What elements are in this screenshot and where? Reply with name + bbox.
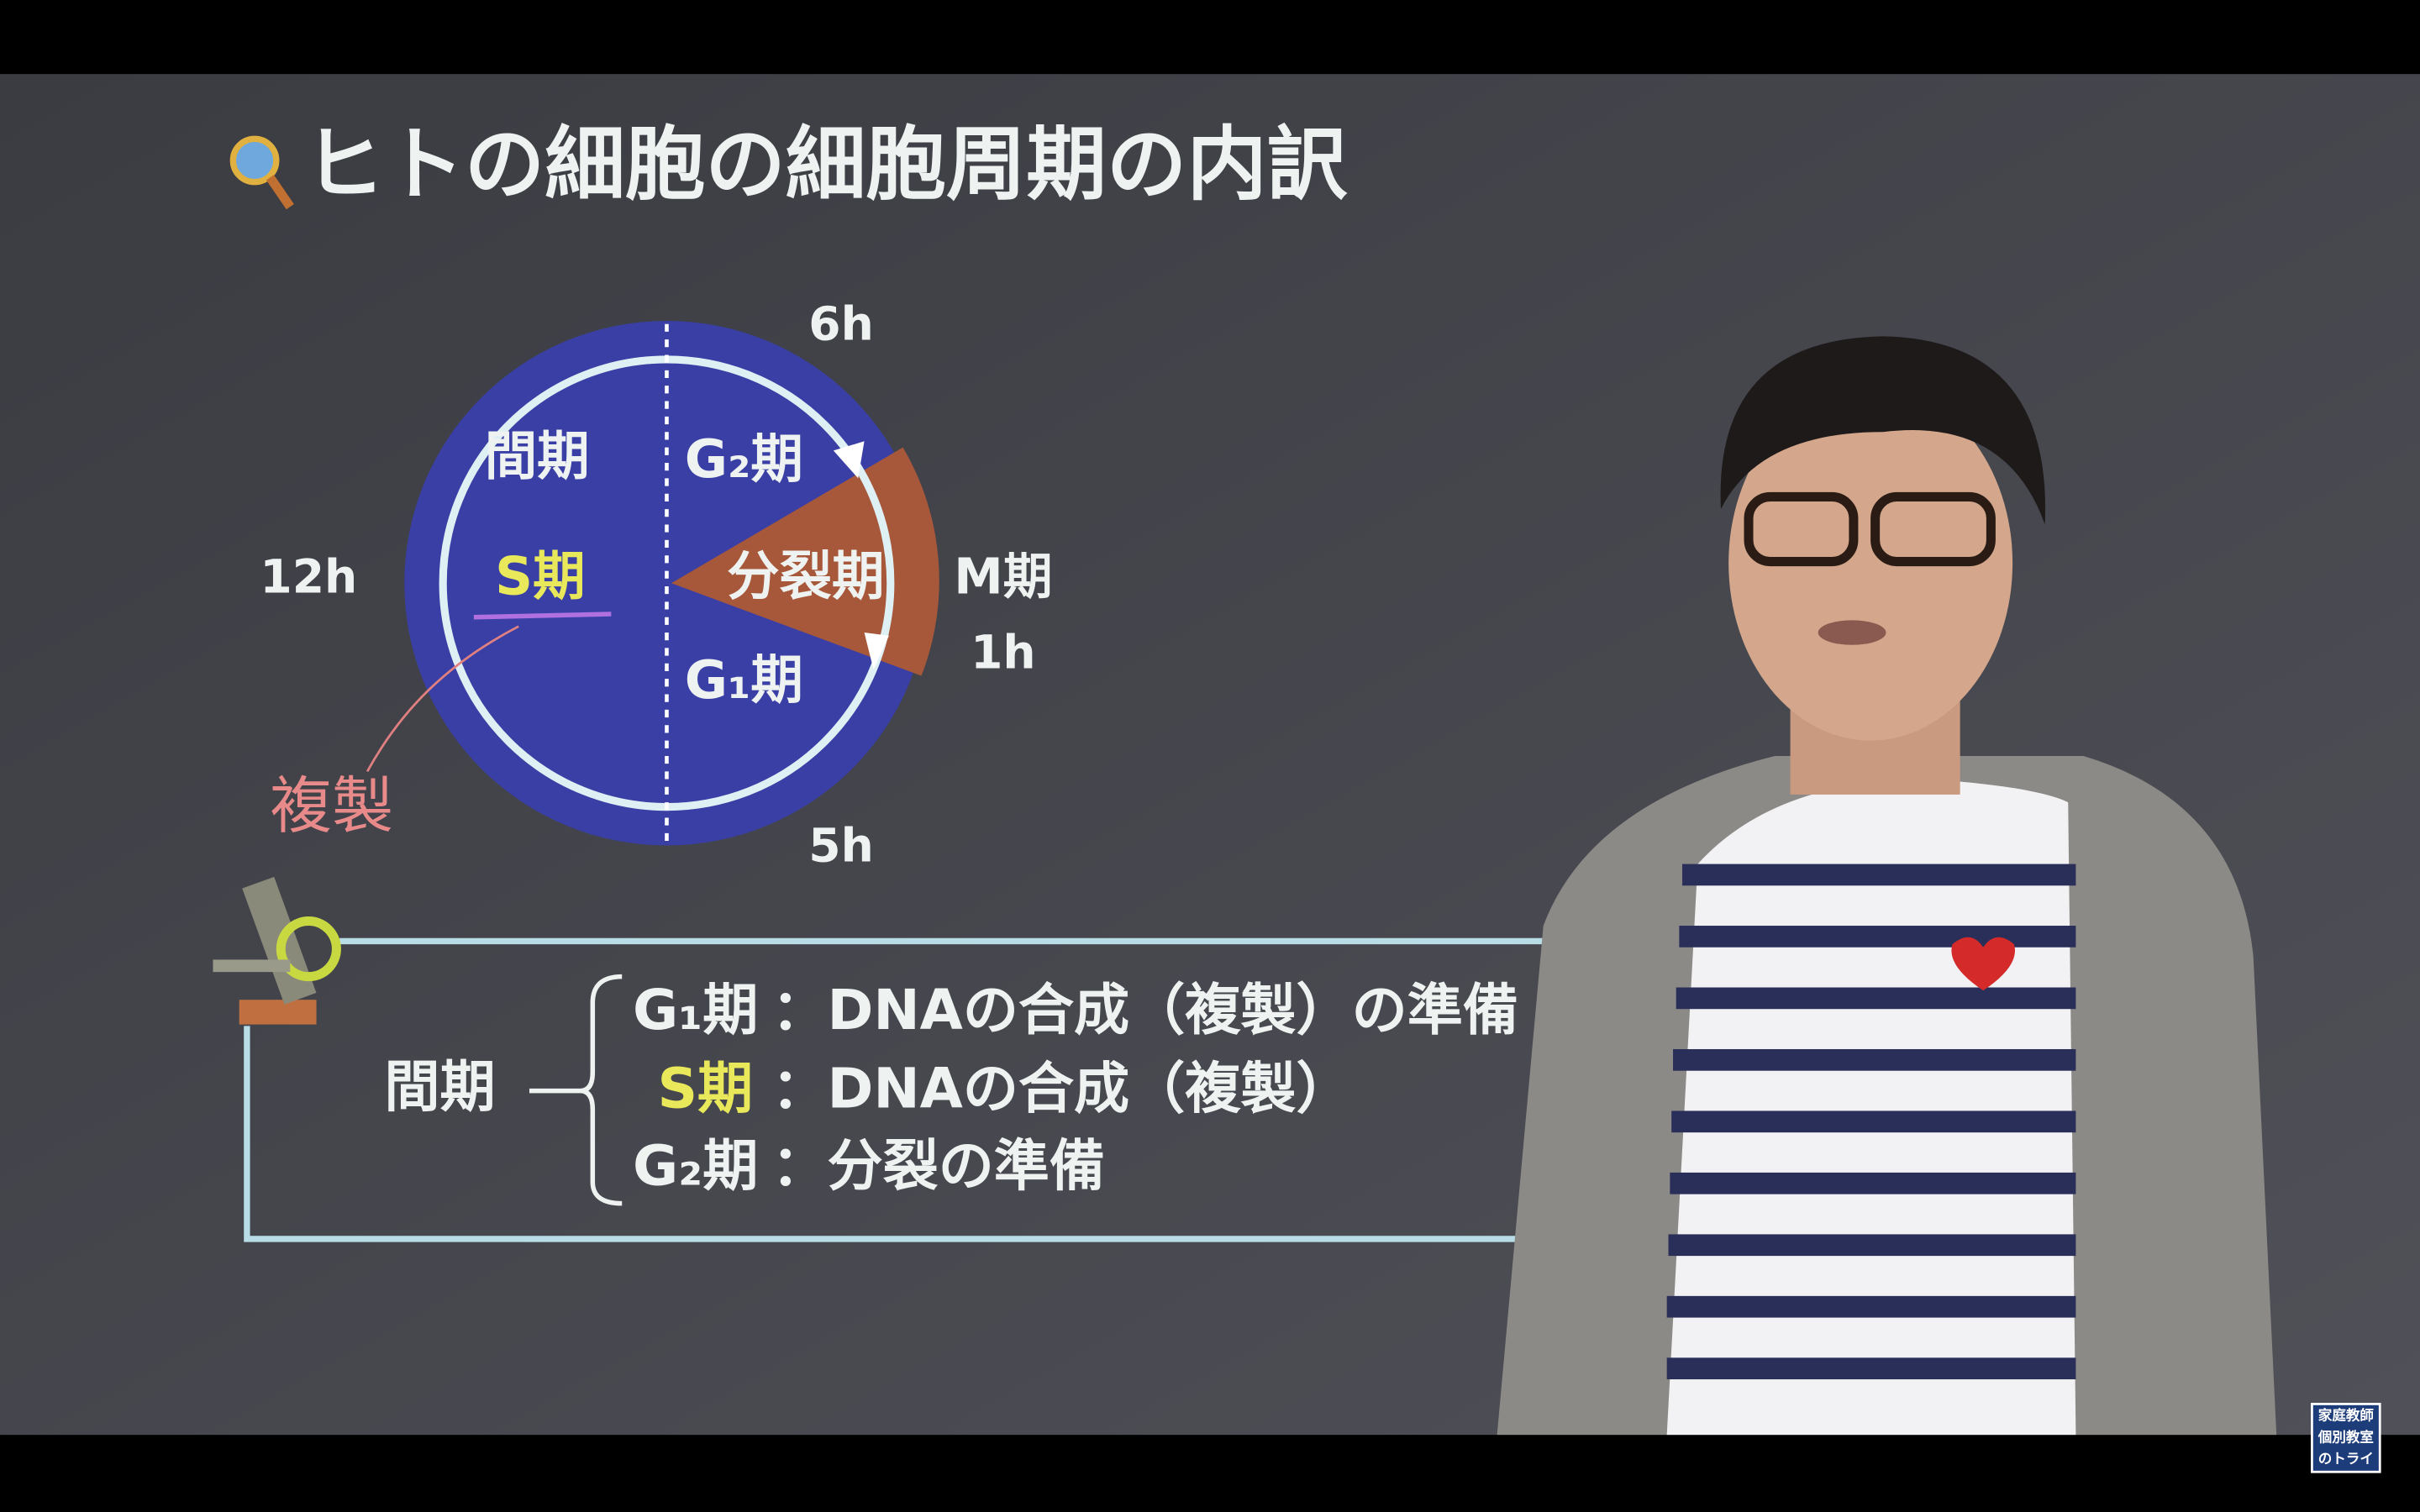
duration-label: 5h — [808, 818, 874, 872]
phase-label: M期 — [954, 548, 1052, 606]
title-icon — [229, 135, 294, 210]
row-phase: S期 — [657, 1056, 753, 1121]
note-pointer — [366, 625, 519, 773]
group-label: 間期 — [384, 1055, 495, 1120]
microscope-icon — [213, 876, 341, 1025]
logo-text: 家庭教師 — [2318, 1407, 2375, 1424]
cycle-disc — [404, 321, 929, 846]
row-desc: ：分裂の準備 — [771, 1133, 1105, 1198]
brace — [529, 974, 623, 1206]
duration-label: 6h — [808, 297, 874, 351]
row-phase: G₂期 — [633, 1133, 758, 1198]
row-desc: ：DNAの合成（複製）の準備 — [771, 978, 1518, 1042]
handwritten-note: 複製 — [270, 770, 393, 842]
duration-label: 1h — [971, 626, 1036, 680]
title: ヒトの細胞の細胞周期の内訳 — [304, 117, 1348, 211]
phase-label: 分裂期 — [727, 546, 884, 607]
logo-text: 個別教室 — [2317, 1428, 2374, 1445]
phase-label: S期 — [495, 546, 585, 607]
duration-label: 12h — [260, 550, 357, 604]
row-desc: ：DNAの合成（複製） — [771, 1056, 1351, 1121]
summary-box: 間期 G₁期 ：DNAの合成（複製）の準備 S期 ：DNAの合成（複製） G₂期… — [213, 876, 1581, 1242]
phase-label: 間期 — [485, 425, 590, 486]
phase-label: G₁期 — [685, 649, 803, 711]
cycle-arrows — [833, 441, 889, 670]
cell-cycle-diagram: 6h 12h 1h 5h 間期 G₂期 S期 分裂期 M期 G₁期 複製 — [260, 297, 1052, 873]
row-phase: G₁期 — [633, 978, 758, 1042]
phase-label: G₂期 — [685, 428, 803, 490]
logo-text: のトライ — [2318, 1451, 2374, 1467]
channel-logo: 家庭教師 個別教室 のトライ — [2311, 1403, 2381, 1473]
presenter — [1497, 336, 2277, 1436]
underline — [473, 612, 612, 620]
